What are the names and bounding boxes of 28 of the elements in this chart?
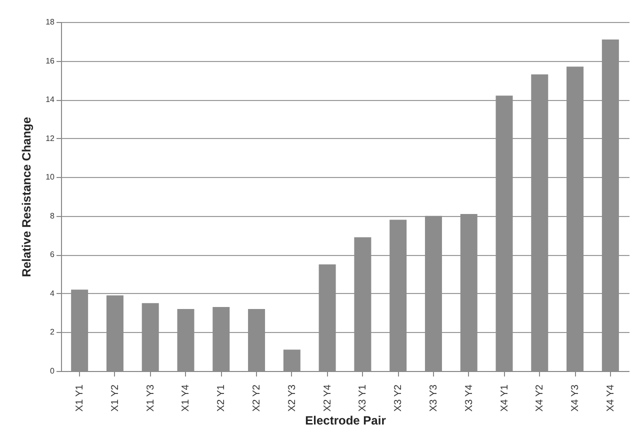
x-tick-label: X4 Y3 xyxy=(570,384,582,412)
y-tick-label: 0 xyxy=(50,366,56,376)
y-tick-label: 2 xyxy=(50,328,56,337)
x-tick-label: X3 Y4 xyxy=(464,384,475,412)
y-axis-title: Relative Resistance Change xyxy=(20,116,34,278)
x-axis-title: Electrode Pair xyxy=(305,414,386,428)
x-tick-label: X3 Y2 xyxy=(393,384,404,412)
y-tick-label: 6 xyxy=(50,250,56,260)
y-tick-label: 18 xyxy=(46,18,56,26)
x-tick-label: X2 Y3 xyxy=(286,384,298,412)
y-tick-label: 16 xyxy=(46,56,56,66)
y-tick-label: 14 xyxy=(46,95,56,104)
y-tick-label: 10 xyxy=(46,172,56,182)
x-tick-label: X2 Y4 xyxy=(322,384,334,412)
x-tick-label: X3 Y1 xyxy=(358,384,369,412)
x-tick-label: X1 Y3 xyxy=(145,384,156,412)
x-tick-label: X4 Y1 xyxy=(499,384,510,412)
y-tick-label: 12 xyxy=(46,134,56,143)
x-tick-label: X4 Y4 xyxy=(605,384,616,412)
x-tick-label: X2 Y2 xyxy=(252,384,263,412)
x-tick-label: X2 Y1 xyxy=(216,384,228,412)
x-tick-label: X1 Y1 xyxy=(74,384,86,412)
y-tick-label: 4 xyxy=(50,288,56,298)
x-tick-label: X1 Y4 xyxy=(180,384,192,412)
y-tick-label: 8 xyxy=(50,211,56,220)
x-tick-label: X4 Y2 xyxy=(534,384,546,412)
x-tick-label: X1 Y2 xyxy=(110,384,121,412)
x-tick-label: X3 Y3 xyxy=(428,384,440,412)
